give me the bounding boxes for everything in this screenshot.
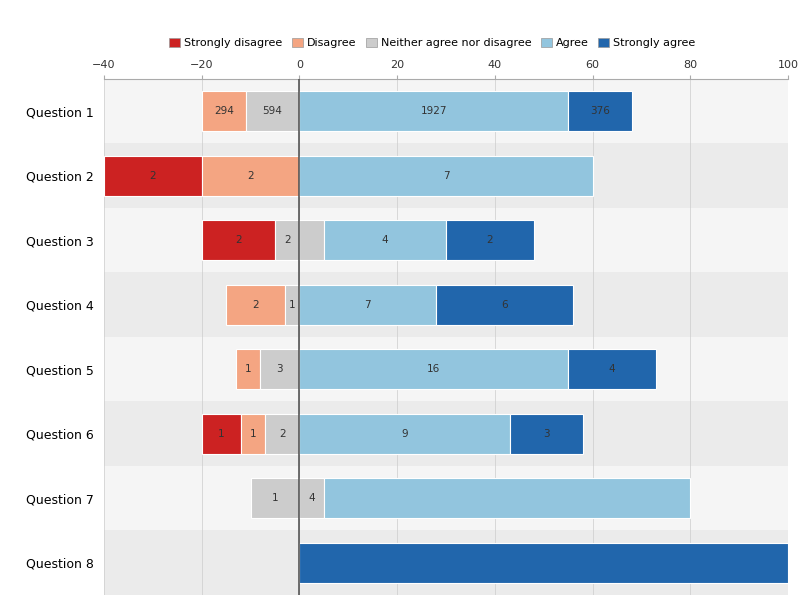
Text: 2: 2 [150,171,156,181]
Bar [202,91,246,131]
Text: 1: 1 [218,429,225,439]
Text: 9: 9 [401,429,408,439]
Bar [285,285,299,325]
Bar [104,466,788,531]
Bar [299,155,593,195]
Text: 1: 1 [250,429,256,439]
Text: 3: 3 [277,364,283,374]
Text: 2: 2 [279,429,286,439]
Bar [275,220,299,260]
Text: 4: 4 [308,493,315,503]
Text: 3: 3 [543,429,550,439]
Bar [299,543,788,583]
Text: 2: 2 [486,235,494,245]
Text: 2: 2 [235,235,242,245]
Text: 16: 16 [427,364,441,374]
Bar [202,220,275,260]
Bar [436,285,573,325]
Bar [226,285,285,325]
Bar [260,349,299,389]
Bar [299,285,436,325]
Bar [299,413,510,453]
Bar [104,143,788,208]
Text: 6: 6 [502,300,508,310]
Bar [568,91,632,131]
Bar [324,220,446,260]
Bar [236,349,260,389]
Bar [104,531,788,595]
Bar [266,413,299,453]
Bar [104,155,202,195]
Bar [246,91,299,131]
Text: 4: 4 [382,235,388,245]
Text: 1927: 1927 [421,106,447,116]
Bar [446,220,534,260]
Bar [324,478,690,518]
Bar [568,349,656,389]
Bar [104,79,788,143]
Text: 2: 2 [252,300,258,310]
Bar [241,413,266,453]
Bar [104,337,788,401]
Bar [299,220,324,260]
Bar [510,413,582,453]
Text: 2: 2 [284,235,290,245]
Text: 1: 1 [289,300,295,310]
Text: 294: 294 [214,106,234,116]
Bar [299,478,324,518]
Bar [104,401,788,466]
Bar [104,208,788,273]
Bar [202,413,241,453]
Text: 1: 1 [272,493,278,503]
Text: 594: 594 [262,106,282,116]
Text: 1: 1 [245,364,251,374]
Bar [299,91,568,131]
Text: 4: 4 [609,364,615,374]
Bar [104,273,788,337]
Legend: Strongly disagree, Disagree, Neither agree nor disagree, Agree, Strongly agree: Strongly disagree, Disagree, Neither agr… [165,33,700,53]
Text: 7: 7 [442,171,450,181]
Text: 7: 7 [365,300,371,310]
Text: 376: 376 [590,106,610,116]
Bar [299,349,568,389]
Text: 2: 2 [247,171,254,181]
Bar [202,155,299,195]
Bar [250,478,299,518]
